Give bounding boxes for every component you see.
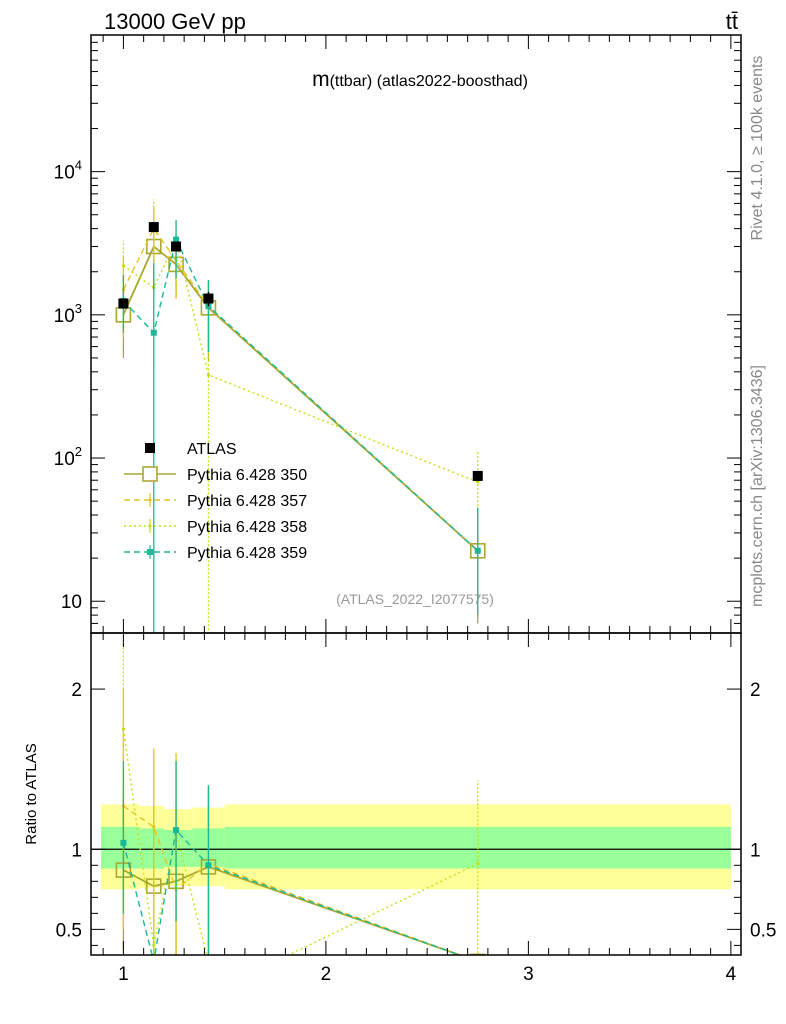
ratio-mc-point	[205, 862, 212, 869]
main-panel: m(ttbar) (atlas2022-boosthad) (ATLAS_202…	[54, 34, 742, 634]
main-data-point	[472, 470, 483, 481]
final-state-label: tt̄	[726, 9, 738, 34]
main-mc-point	[474, 547, 481, 554]
legend-label: Pythia 6.428 357	[187, 493, 307, 510]
ratio-y-tick-label: 0.5	[56, 920, 82, 941]
ratio-inner-band	[163, 830, 193, 867]
legend: ATLAS Pythia 6.428 350 Pythia 6.428 357 Pyt…	[124, 441, 307, 562]
plot-title-prefix: m	[312, 68, 330, 91]
main-y-tick-label: 102	[54, 444, 82, 470]
main-mc-point	[206, 373, 211, 377]
x-tick-label: 4	[726, 964, 737, 985]
legend-label: Pythia 6.428 359	[187, 545, 307, 562]
main-mc-point	[476, 480, 480, 484]
ratio-frame	[90, 632, 742, 956]
ratio-mc-point	[475, 958, 481, 964]
ratio-series-line	[122, 729, 479, 955]
main-data-point	[171, 241, 182, 252]
ratio-y-axis-label: Ratio to ATLAS	[23, 743, 40, 844]
x-tick-label: 2	[321, 964, 332, 985]
x-tick-label: 1	[118, 964, 129, 985]
ratio-mc-point	[476, 960, 479, 963]
main-series-1	[115, 219, 486, 624]
ratio-mc-point	[151, 958, 157, 964]
main-series-line	[122, 237, 479, 552]
main-y-tick-label: 10	[61, 592, 82, 613]
ratio-panel: 0.5 0.5 1 1 2 2 1 2 3 4 Ratio to ATLAS	[23, 632, 776, 985]
plot-title: m(ttbar) (atlas2022-boosthad)	[312, 68, 528, 91]
legend-label: ATLAS	[187, 441, 237, 458]
ratio-mc-point	[173, 827, 180, 834]
x-tick-label: 3	[523, 964, 534, 985]
legend-entry: Pythia 6.428 358	[124, 519, 307, 536]
ratio-series-3	[120, 761, 481, 964]
ratio-y-tick-label-right: 2	[750, 680, 761, 701]
plot-title-rest: (ttbar) (atlas2022-boosthad)	[330, 73, 528, 90]
main-frame	[90, 34, 742, 634]
mcplots-reference-label: mcplots.cern.ch [arXiv:1306.3436]	[749, 365, 766, 607]
analysis-watermark: (ATLAS_2022_I2077575)	[336, 591, 494, 607]
main-data-point	[203, 293, 214, 304]
ratio-y-tick-label-right: 1	[750, 840, 761, 861]
legend-marker	[145, 443, 155, 453]
rivet-version-label: Rivet 4.1.0, ≥ 100k events	[749, 56, 766, 241]
main-mc-point	[150, 329, 157, 336]
legend-marker	[148, 524, 152, 528]
ratio-mc-point	[152, 825, 156, 829]
legend-marker	[142, 466, 158, 482]
ratio-mc-point	[207, 960, 210, 963]
ratio-mc-point	[152, 943, 156, 947]
ratio-y-tick-label-right: 0.5	[750, 920, 776, 941]
main-mc-point	[121, 264, 125, 268]
ratio-mc-point	[469, 953, 486, 955]
ratio-mc-point	[476, 862, 480, 866]
ratio-mc-point	[120, 839, 127, 846]
legend-entry: Pythia 6.428 350	[124, 466, 307, 484]
ratio-y-tick-label: 2	[71, 680, 82, 701]
legend-marker	[148, 498, 152, 502]
legend-entry: Pythia 6.428 357	[124, 493, 307, 510]
ratio-mc-point	[274, 960, 277, 963]
legend-label: Pythia 6.428 350	[187, 467, 307, 484]
legend-marker	[147, 549, 153, 555]
main-y-tick-label: 104	[54, 158, 82, 184]
ratio-mc-point	[121, 727, 125, 731]
ratio-inner-band	[101, 826, 140, 869]
legend-entry: ATLAS	[145, 441, 237, 458]
main-data-point	[118, 298, 129, 309]
main-data-point	[148, 222, 159, 233]
main-mc-point	[173, 236, 180, 243]
ratio-inner-band	[139, 828, 164, 869]
legend-entry: Pythia 6.428 359	[124, 545, 307, 562]
process-label: 13000 GeV pp	[104, 9, 246, 34]
main-y-tick-label: 103	[54, 301, 82, 327]
ratio-y-tick-label: 1	[71, 840, 82, 861]
legend-label: Pythia 6.428 358	[187, 519, 307, 536]
main-series-0	[118, 222, 483, 481]
